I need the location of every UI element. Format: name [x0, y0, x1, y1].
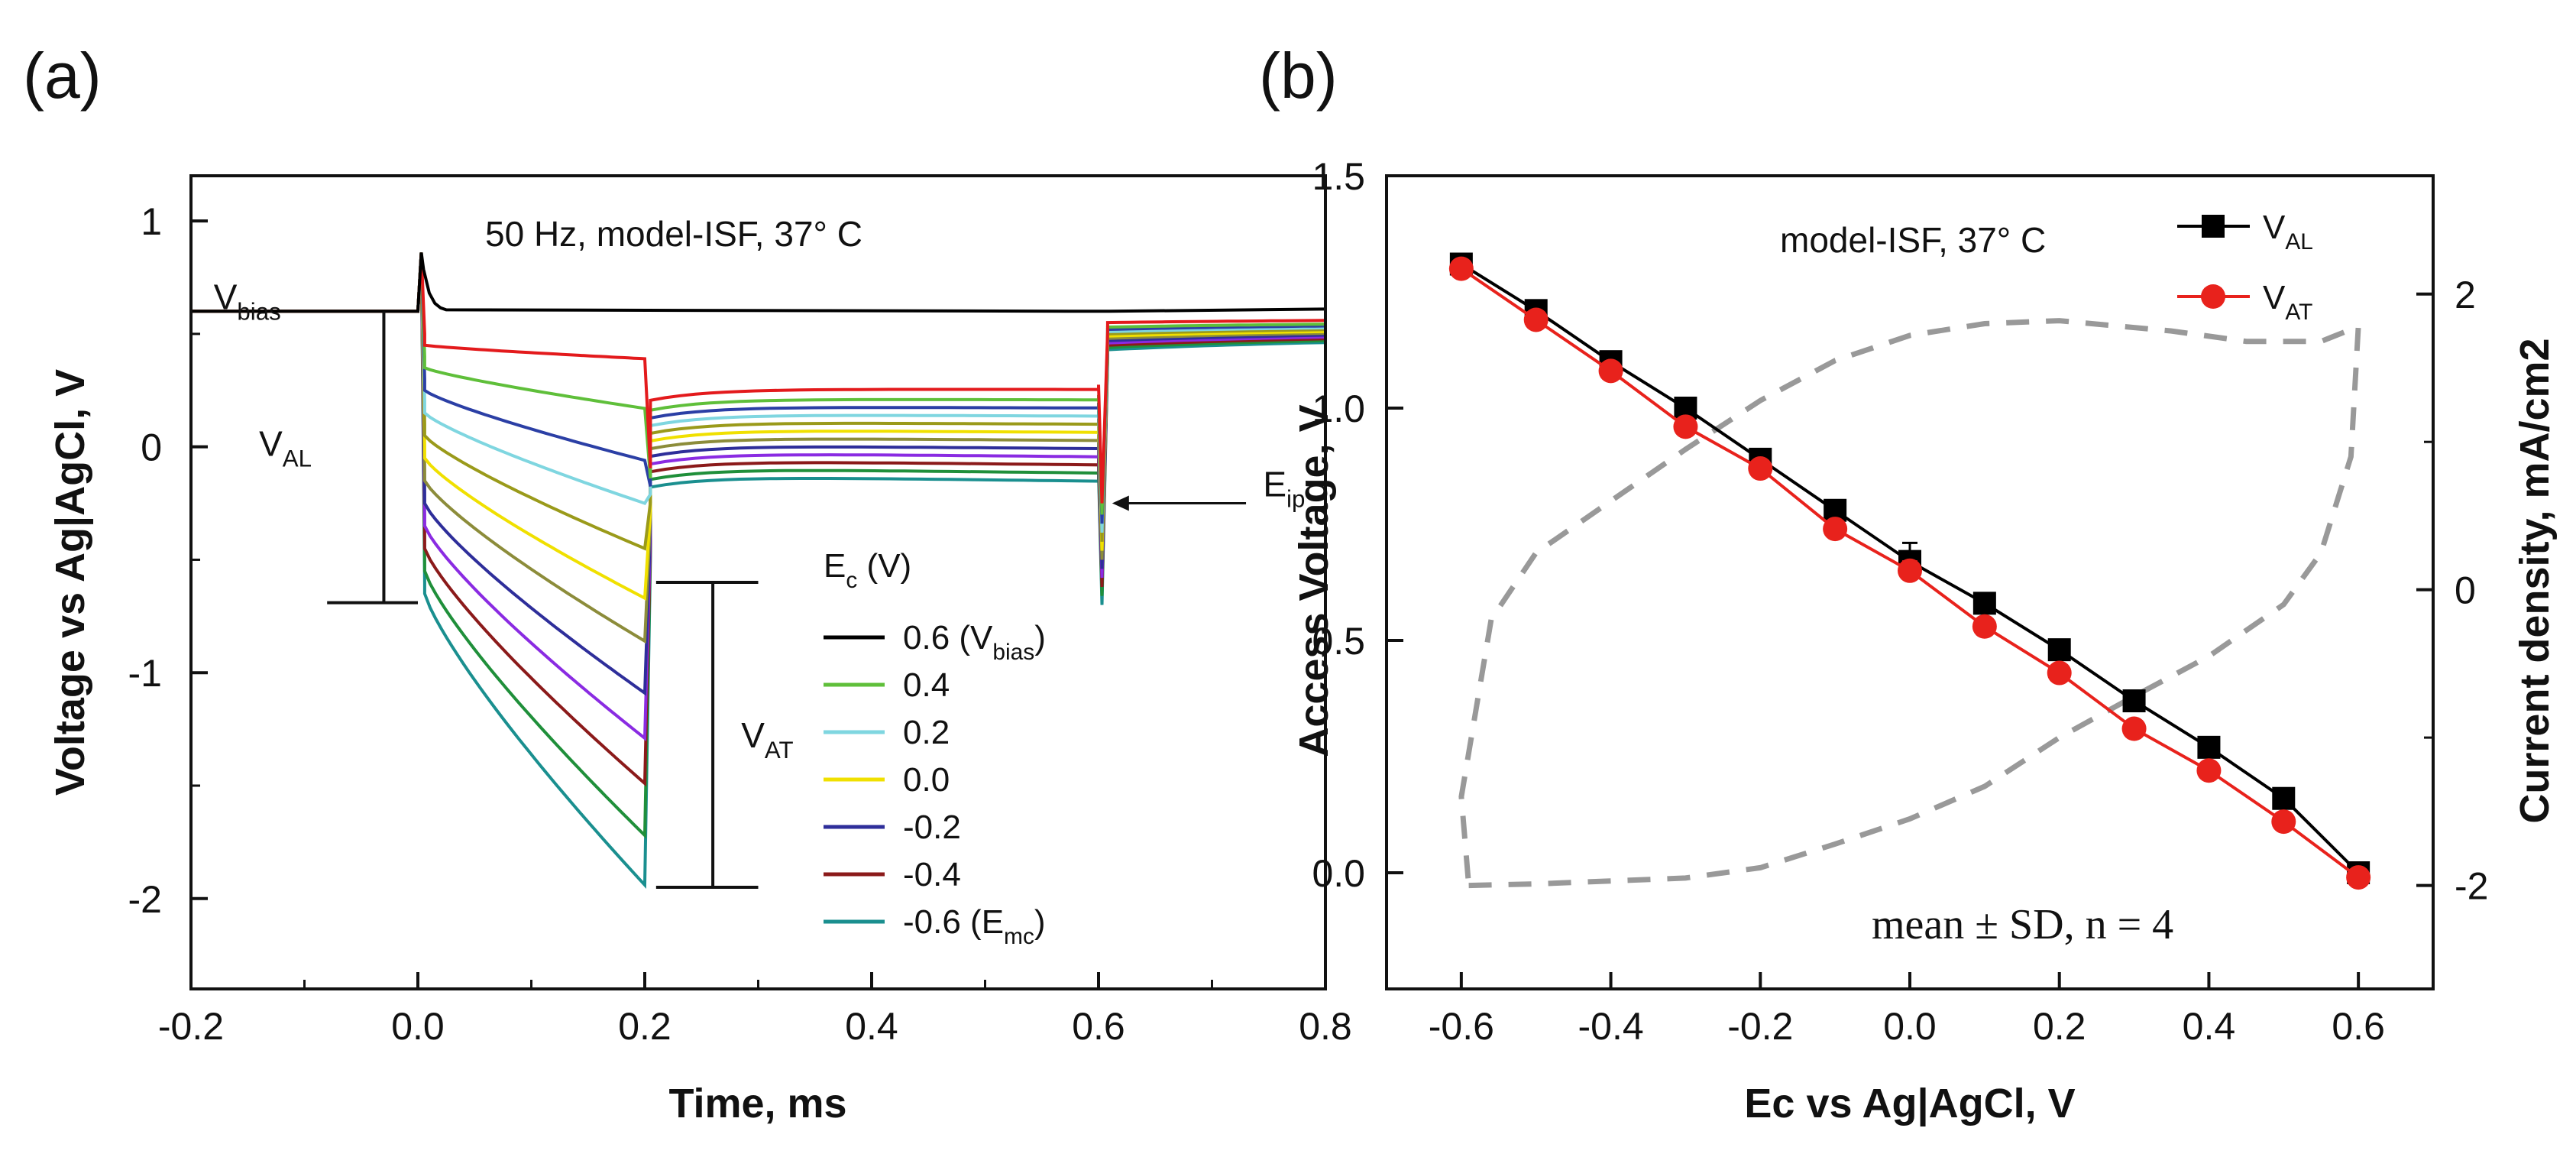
legend-label-VAL: VAL — [2263, 209, 2313, 254]
point-VAT — [1748, 456, 1773, 481]
series-line-0.2 — [191, 252, 1325, 533]
series-line-Ec-0.3 — [191, 252, 1325, 741]
point-VAL — [2047, 638, 2071, 662]
series-line-0.4 — [191, 252, 1325, 515]
x-tick-label: -0.6 — [1429, 1005, 1494, 1048]
x-tick-label: 0.2 — [618, 1005, 672, 1048]
x-tick-label: 0.6 — [2332, 1005, 2385, 1048]
point-VAT — [1898, 558, 1922, 583]
series-line-Ec-0.5 — [191, 252, 1325, 839]
legend-title: Ec (V) — [824, 547, 911, 593]
y-tick-label: 0.5 — [1312, 620, 1365, 663]
x-tick-label: 0.0 — [391, 1005, 445, 1048]
legend-label: -0.6 (Emc) — [903, 903, 1046, 949]
y2-tick-label: -2 — [2455, 865, 2488, 908]
series-line-Ec0.5 — [191, 252, 1325, 504]
eip-arrowhead — [1112, 495, 1129, 511]
panel-b-ticks: -0.6 -0.4 -0.2 0.0 0.2 0.4 0.6 0.0 0.5 1.0 1.5 -2 0 2 — [1312, 155, 2488, 1048]
point-VAT — [1972, 614, 1997, 639]
panel-b-note: mean ± SD, n = 4 — [1872, 901, 2173, 948]
x-tick-label: 0.8 — [1299, 1005, 1352, 1048]
panel-a-annotations: Vbias VAL VAT Eip — [214, 277, 1305, 889]
series-line-Ec0.1 — [191, 252, 1325, 551]
y-tick-label: 1.0 — [1312, 387, 1365, 430]
series-line-0.6 (Vbias) — [191, 252, 1325, 313]
point-VAT — [2346, 865, 2371, 890]
panel-a-ylabel: Voltage vs Ag|AgCl, V — [47, 369, 94, 796]
series-line-Ec0.3 — [191, 252, 1325, 524]
panel-a-legend: Ec (V) 0.6 (Vbias)0.4 0.2 0.0 -0.2 -0.4 -0.6 (… — [824, 547, 1046, 949]
series-line--0.4 — [191, 252, 1325, 787]
point-VAL — [2197, 735, 2221, 759]
point-VAT — [2196, 758, 2222, 783]
point-VAT — [1673, 414, 1698, 439]
eip-label: Eip — [1263, 465, 1305, 513]
point-VAT — [1823, 517, 1848, 542]
legend-label: 0.2 — [903, 714, 950, 751]
panel-a-label: (a) — [23, 40, 102, 112]
x-tick-label: -0.2 — [1727, 1005, 1793, 1048]
panel-a-chart: -0.2 0.0 0.2 0.4 0.6 0.8 -2 -1 0 1 Vbias VAL VAT Eip… — [47, 174, 1352, 1126]
panel-b-ylabel: Access Voltage, V — [1291, 404, 1337, 757]
series-line-Ec-0.1 — [191, 252, 1325, 644]
x-tick-label: 0.4 — [2183, 1005, 2236, 1048]
x-tick-label: 0.2 — [2033, 1005, 2086, 1048]
x-tick-label: 0.6 — [1072, 1005, 1125, 1048]
panel-b-label: (b) — [1259, 40, 1338, 112]
legend-marker — [2201, 284, 2225, 309]
cv-dashed-curve — [1458, 318, 2361, 889]
point-VAT — [2047, 660, 2072, 686]
series-line--0.2 — [191, 252, 1325, 696]
x-tick-label: 0.4 — [845, 1005, 898, 1048]
legend-label: -0.4 — [903, 856, 961, 893]
point-VAL — [1972, 592, 1996, 615]
y-tick-label: 0 — [141, 426, 162, 469]
y2-tick-label: 2 — [2455, 274, 2476, 316]
point-VAL — [2122, 689, 2146, 713]
panel-a-title: 50 Hz, model-ISF, 37° C — [485, 214, 862, 254]
legend-label: 0.0 — [903, 761, 950, 799]
y2-tick-label: 0 — [2455, 569, 2476, 612]
panel-b-frame — [1385, 174, 2435, 990]
point-VAT — [1448, 256, 1474, 281]
series-line-0.0 — [191, 252, 1325, 601]
y-tick-label: 1.5 — [1312, 155, 1365, 198]
legend-label: -0.2 — [903, 809, 961, 846]
panel-b-cv-curve — [1458, 318, 2361, 889]
point-VAL — [2272, 786, 2296, 810]
x-tick-label: -0.4 — [1578, 1005, 1643, 1048]
y-tick-label: -1 — [128, 652, 162, 695]
panel-b-title: model-ISF, 37° C — [1780, 220, 2046, 260]
val-label: VAL — [259, 423, 312, 472]
legend-label: 0.6 (Vbias) — [903, 619, 1046, 665]
series-line--0.6 (Emc) — [191, 252, 1325, 890]
y-tick-label: 0.0 — [1312, 852, 1365, 895]
point-VAT — [2121, 716, 2147, 741]
x-tick-label: 0.0 — [1883, 1005, 1937, 1048]
panel-a-ticks: -0.2 0.0 0.2 0.4 0.6 0.8 -2 -1 0 1 — [128, 200, 1352, 1048]
panel-b-series — [1448, 252, 2371, 890]
point-VAT — [1523, 307, 1549, 332]
legend-label: 0.4 — [903, 666, 950, 704]
panel-a-xlabel: Time, ms — [668, 1081, 846, 1126]
x-tick-label: -0.2 — [158, 1005, 224, 1048]
panel-b-y2label: Current density, mA/cm2 — [2512, 338, 2558, 823]
point-VAT — [1598, 358, 1623, 384]
y-tick-label: 1 — [141, 200, 162, 243]
legend-label-VAT: VAT — [2263, 279, 2312, 325]
panel-b-xlabel: Ec vs Ag|AgCl, V — [1744, 1081, 2075, 1127]
vat-label: VAT — [741, 715, 793, 763]
vbias-label: Vbias — [214, 277, 281, 326]
point-VAT — [2271, 809, 2296, 835]
y-tick-label: -2 — [128, 878, 162, 921]
panel-a-series — [191, 252, 1325, 890]
panel-b-legend: VAL VAT — [2177, 209, 2313, 325]
panel-a-frame — [189, 174, 1327, 990]
legend-marker — [2202, 215, 2225, 238]
panel-b-chart: -0.6 -0.4 -0.2 0.0 0.2 0.4 0.6 0.0 0.5 1.0 1.5 -2 0 2… — [1291, 155, 2558, 1127]
